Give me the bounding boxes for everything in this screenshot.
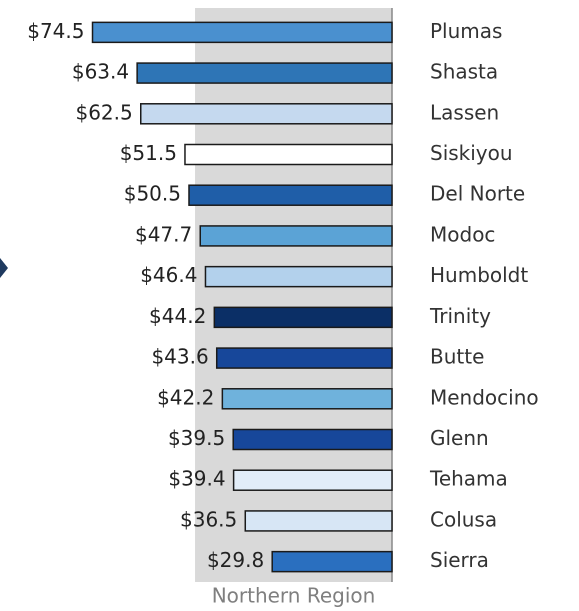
value-label: $51.5 <box>120 141 177 165</box>
band-layer <box>195 8 392 582</box>
value-label: $36.5 <box>180 507 237 531</box>
category-label: Del Norte <box>430 182 525 206</box>
value-label: $46.4 <box>140 263 197 287</box>
bar <box>232 469 393 491</box>
category-label: Plumas <box>430 19 502 43</box>
category-label: Humboldt <box>430 263 528 287</box>
value-label: $47.7 <box>135 222 192 246</box>
value-label: $74.5 <box>27 19 84 43</box>
bar <box>188 184 393 206</box>
bar <box>204 265 393 288</box>
category-label: Siskiyou <box>430 141 513 165</box>
category-label: Trinity <box>429 304 491 328</box>
value-label: $29.8 <box>207 548 264 572</box>
value-label: $63.4 <box>72 60 129 84</box>
category-label: Shasta <box>430 60 498 84</box>
bar <box>136 62 393 84</box>
category-label: Glenn <box>430 426 489 450</box>
bar <box>91 21 393 44</box>
category-label: Modoc <box>430 222 495 246</box>
bar <box>140 103 393 125</box>
value-label: $44.2 <box>149 304 206 328</box>
bar <box>199 225 393 247</box>
value-label: $50.5 <box>124 182 181 206</box>
value-label: $39.4 <box>168 467 225 491</box>
category-label: Sierra <box>430 548 489 572</box>
category-label: Butte <box>430 345 484 369</box>
value-label: $42.2 <box>157 385 214 409</box>
region-band <box>195 8 392 582</box>
value-label: $39.5 <box>168 426 225 450</box>
pointer-arrow <box>0 258 8 278</box>
bar <box>184 143 393 166</box>
value-label: $62.5 <box>75 100 132 124</box>
category-label: Lassen <box>430 100 499 124</box>
bar <box>215 347 393 369</box>
category-label: Tehama <box>429 467 508 491</box>
value-label: $43.6 <box>151 345 208 369</box>
bar <box>244 510 393 532</box>
category-label: Mendocino <box>430 385 539 409</box>
bar <box>213 306 393 329</box>
bar <box>232 428 393 451</box>
band-label: Northern Region <box>212 584 376 608</box>
bar <box>221 388 393 410</box>
category-label: Colusa <box>430 507 497 531</box>
bar <box>271 550 393 573</box>
